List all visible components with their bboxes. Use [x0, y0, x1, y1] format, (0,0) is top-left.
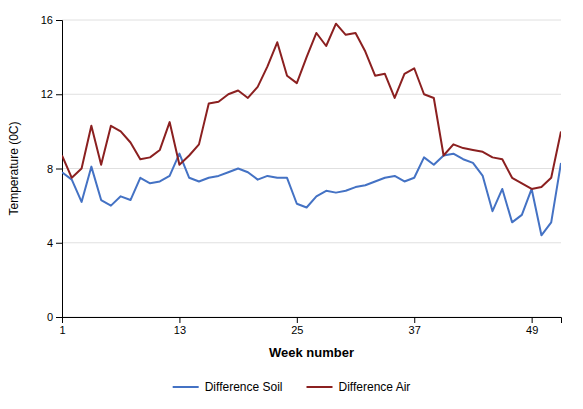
tick-mark	[56, 94, 62, 95]
legend-item: Difference Soil	[173, 380, 283, 394]
tick-label: 0	[47, 311, 53, 323]
legend-label: Difference Air	[339, 380, 411, 394]
legend-swatch	[173, 386, 199, 388]
grid-line	[62, 20, 561, 21]
grid-line	[62, 242, 561, 243]
tick-label: 49	[526, 324, 538, 336]
axis-domain	[56, 21, 63, 318]
tick-label: 13	[174, 324, 186, 336]
tick-mark	[179, 317, 180, 323]
series-group	[62, 24, 561, 236]
tick-mark	[56, 20, 62, 21]
tick-label: 25	[291, 324, 303, 336]
plot-area: 1 13 25 37 49 0 4 8 12 16	[41, 14, 562, 336]
legend: Difference Soil Difference Air	[173, 380, 411, 394]
tick: 12	[41, 88, 62, 100]
x-axis-title: Week number	[269, 345, 354, 360]
grid-line	[62, 168, 561, 169]
axis-domain	[63, 318, 562, 324]
tick-label: 8	[47, 163, 53, 175]
series-line	[62, 154, 561, 236]
tick: 25	[291, 317, 303, 336]
tick-label: 12	[41, 88, 53, 100]
series-line	[62, 24, 561, 189]
tick: 49	[526, 317, 538, 336]
tick: 1	[59, 317, 65, 336]
tick: 4	[47, 237, 62, 249]
tick-mark	[297, 317, 298, 323]
tick: 16	[41, 14, 62, 26]
tick-label: 16	[41, 14, 53, 26]
legend-swatch	[307, 386, 333, 388]
tick: 13	[174, 317, 186, 336]
legend-item: Difference Air	[307, 380, 411, 394]
y-axis-title: Temperature (0C)	[7, 121, 21, 215]
tick-mark	[56, 243, 62, 244]
tick-label: 1	[59, 324, 65, 336]
x-axis: 1 13 25 37 49	[59, 317, 561, 336]
tick-label: 4	[47, 237, 53, 249]
y-axis: 0 4 8 12 16	[41, 14, 63, 323]
tick: 8	[47, 163, 62, 175]
tick-label: 37	[409, 324, 421, 336]
chart-container: 1 13 25 37 49 0 4 8 12 16 Week number Temperature (…	[0, 0, 583, 409]
legend-label: Difference Soil	[205, 380, 283, 394]
grid-line	[62, 94, 561, 95]
chart-svg: 1 13 25 37 49 0 4 8 12 16 Week number Temperature (…	[0, 0, 583, 409]
tick: 0	[47, 311, 62, 323]
grid	[62, 20, 561, 317]
tick-mark	[414, 317, 415, 323]
tick: 37	[409, 317, 421, 336]
tick-mark	[56, 169, 62, 170]
tick-mark	[532, 317, 533, 323]
tick-mark	[56, 317, 62, 318]
